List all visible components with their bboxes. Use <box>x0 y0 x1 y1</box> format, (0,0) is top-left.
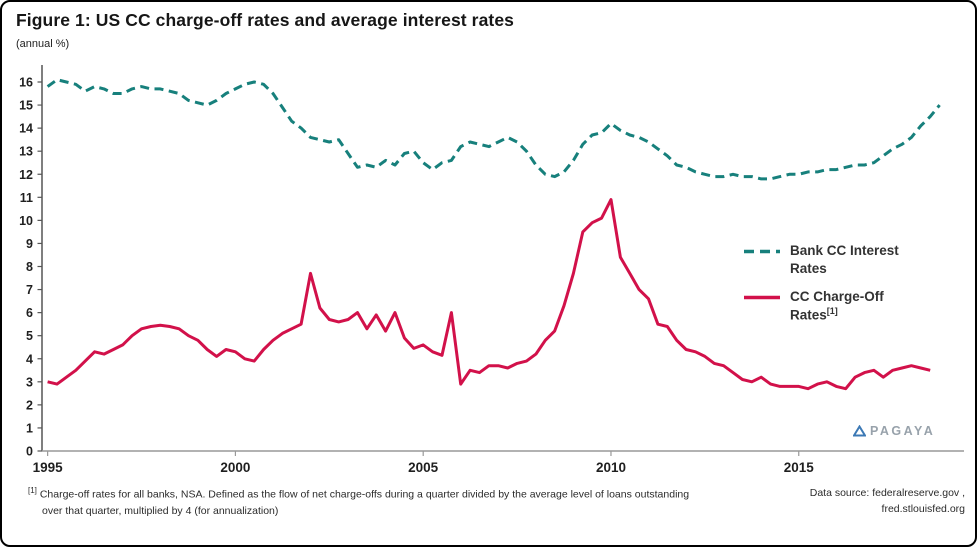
footnote-reference: [1] <box>826 305 838 316</box>
series-bank-cc-interest-rates-line <box>46 78 941 181</box>
y-tick-label: 14 <box>19 122 33 136</box>
x-tick-label: 2010 <box>596 460 626 475</box>
y-tick-label: 4 <box>26 352 33 366</box>
legend-item-bank-cc-interest-rates: Bank CC Interest Rates <box>743 242 943 277</box>
y-tick-label: 8 <box>26 260 33 274</box>
chart-subtitle: (annual %) <box>16 38 70 50</box>
y-tick-label: 15 <box>19 99 33 113</box>
y-tick-label: 0 <box>26 445 33 459</box>
y-tick-label: 7 <box>26 283 33 297</box>
y-tick-label: 1 <box>26 421 33 435</box>
dashed-line-swatch-icon <box>744 249 780 254</box>
y-tick-label: 6 <box>26 306 33 320</box>
y-tick-label: 16 <box>19 76 33 90</box>
chart-title: Figure 1: US CC charge-off rates and ave… <box>16 10 515 30</box>
chart-legend: Bank CC Interest Rates CC Charge-Off Rat… <box>743 242 943 324</box>
data-source: Data source: federalreserve.gov , fred.s… <box>809 487 965 516</box>
solid-line-swatch-icon <box>744 295 780 300</box>
series-cc-charge-off-rates-line <box>47 198 931 391</box>
y-tick-label: 10 <box>19 214 33 228</box>
x-tick-label: 1995 <box>33 460 64 475</box>
footnote: [1] Charge-off rates for all banks, NSA.… <box>28 486 690 517</box>
y-tick-label: 5 <box>26 329 33 343</box>
y-tick-label: 3 <box>26 375 33 389</box>
legend-item-cc-charge-off-rates: CC Charge-Off Rates[1] <box>743 288 943 324</box>
footnote-marker: [1] <box>28 486 37 495</box>
y-tick-label: 9 <box>26 237 33 251</box>
y-tick-label: 12 <box>19 168 33 182</box>
x-tick-label: 2015 <box>784 460 815 475</box>
x-tick-label: 2000 <box>220 460 250 475</box>
figure-footer: [1] Charge-off rates for all banks, NSA.… <box>2 485 975 519</box>
pagaya-wordmark: PAGAYA <box>870 424 936 438</box>
y-tick-label: 11 <box>20 191 33 205</box>
legend-label: Bank CC Interest Rates <box>790 243 899 276</box>
x-tick-label: 2005 <box>408 460 439 475</box>
y-tick-label: 13 <box>19 145 33 159</box>
legend-label: CC Charge-Off Rates[1] <box>790 289 884 323</box>
pagaya-logo: PAGAYA <box>853 424 935 438</box>
pagaya-triangle-icon <box>853 425 866 437</box>
y-tick-label: 2 <box>26 398 33 412</box>
